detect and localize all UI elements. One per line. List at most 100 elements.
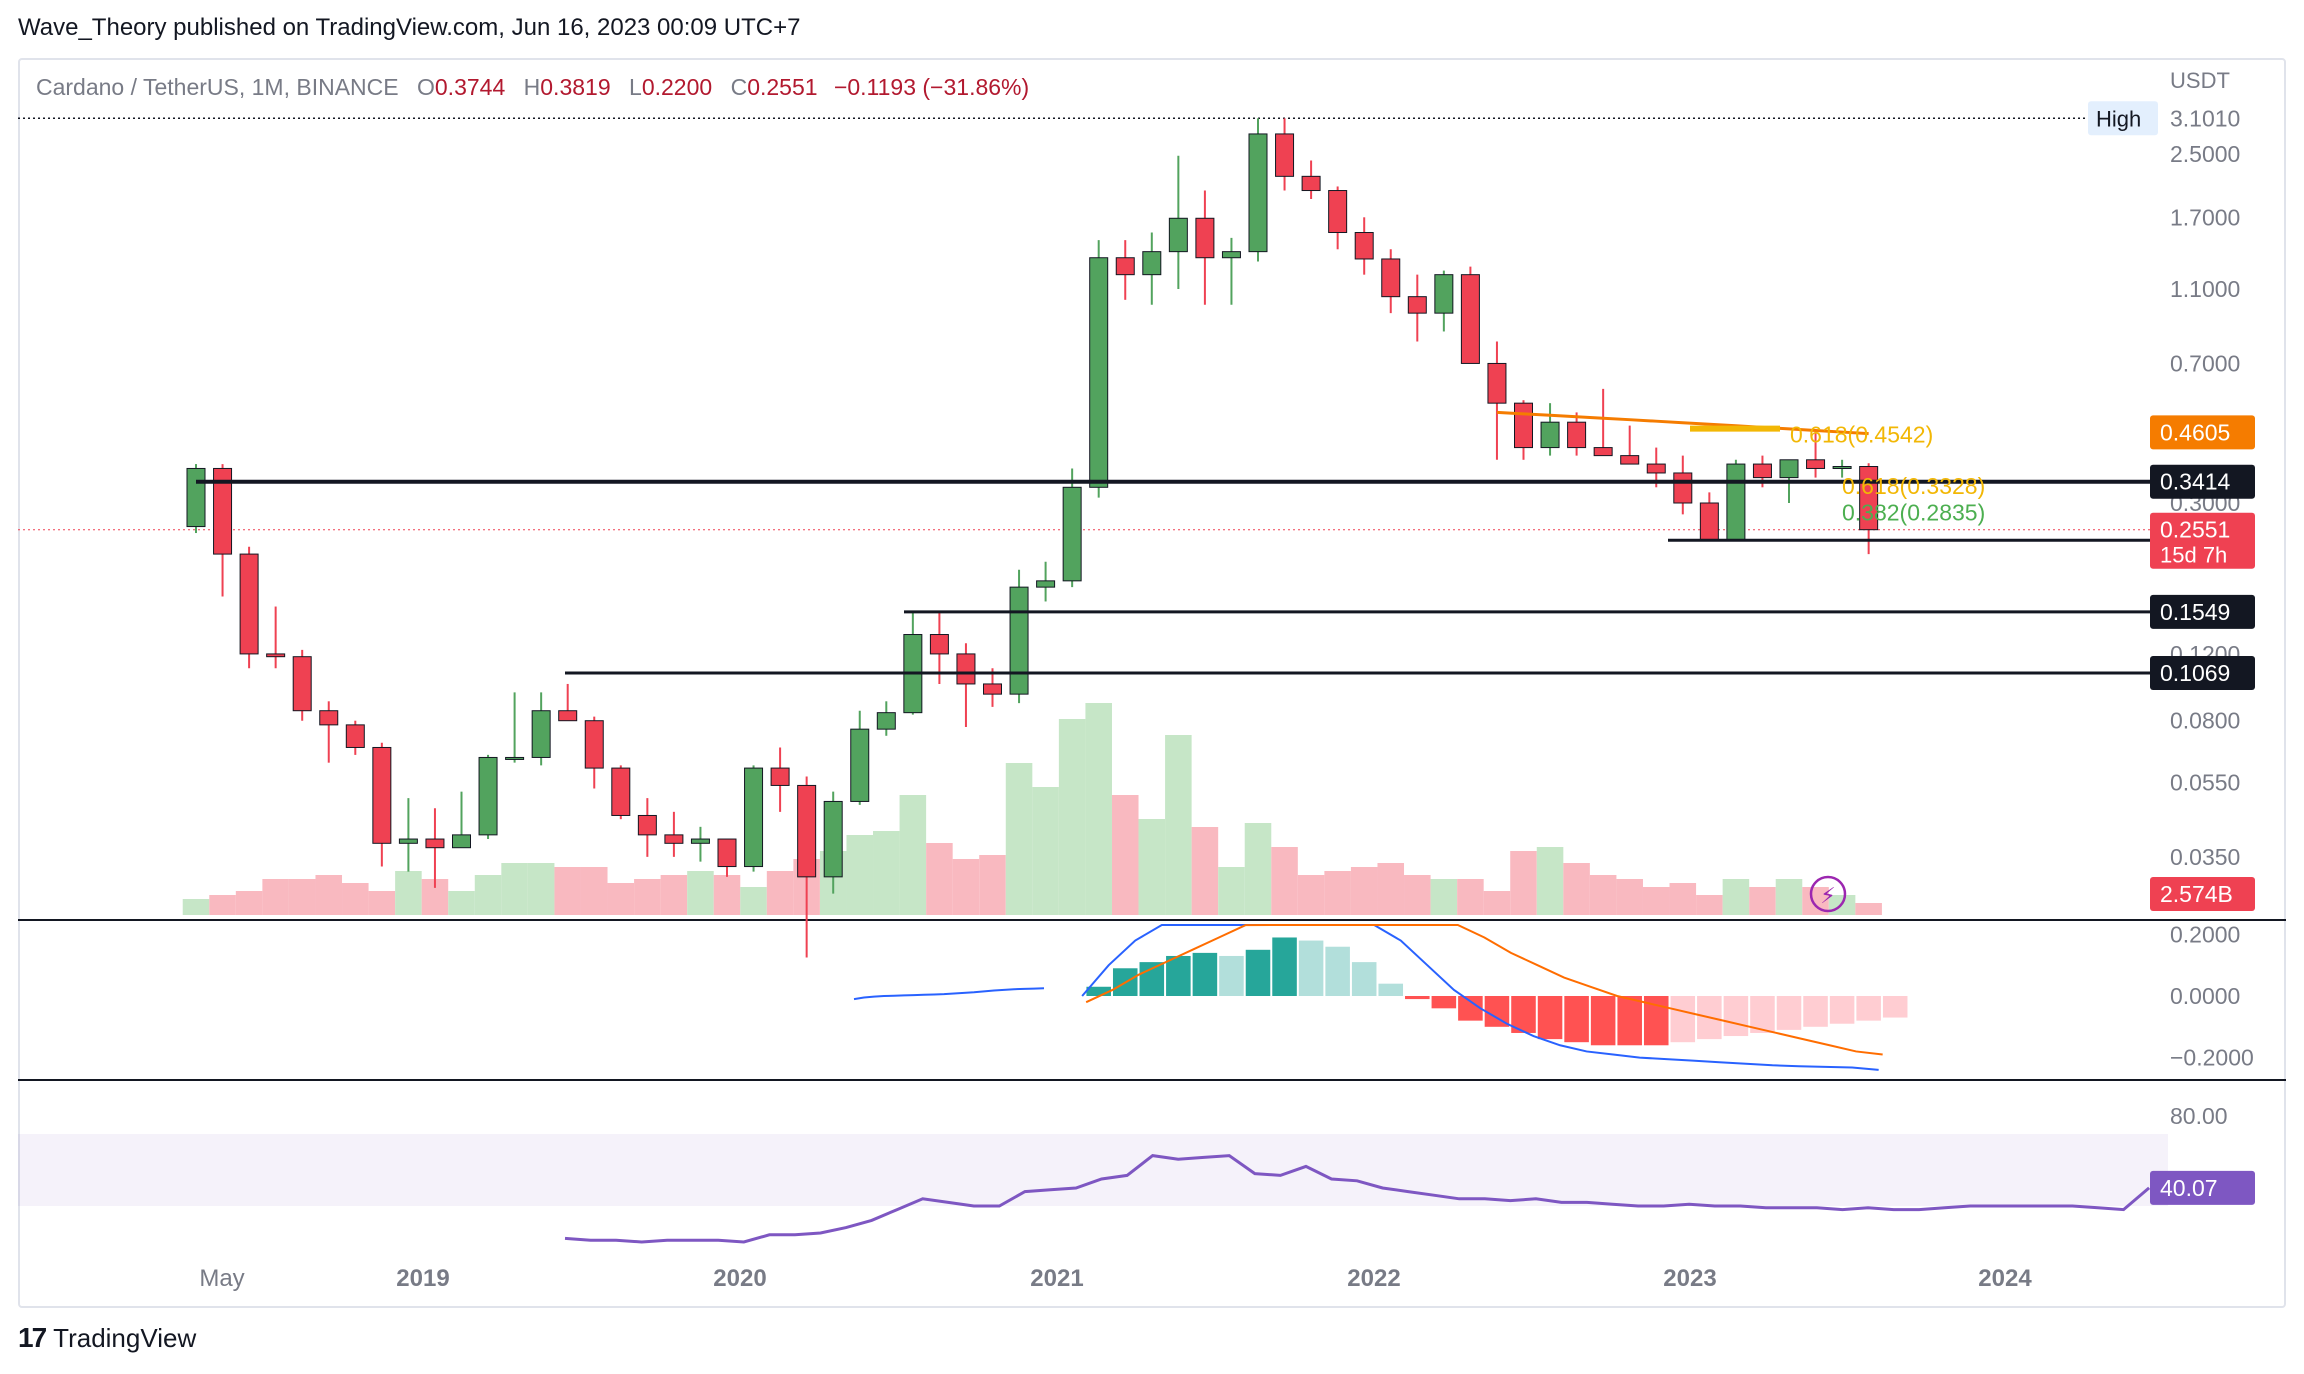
volume-bar [501, 863, 528, 915]
macd-line [1081, 924, 1879, 1071]
candle-body [239, 553, 259, 655]
volume-bar [634, 879, 661, 915]
candle-body [744, 767, 764, 868]
volume-bar [1510, 851, 1537, 915]
volume-bar [368, 891, 396, 915]
ema-price-label: 0.4605 [2160, 419, 2230, 445]
candle-body [664, 834, 684, 844]
footer-brand[interactable]: 17 TradingView [18, 1322, 196, 1354]
rsi-line [564, 1154, 2151, 1244]
volume-bar [1377, 863, 1405, 915]
volume-bar [1297, 875, 1325, 915]
macd-signal-line [1085, 924, 1883, 1056]
candle-body [1354, 232, 1374, 260]
symbol-pair[interactable]: Cardano / TetherUS, 1M, BINANCE [36, 74, 399, 100]
volume-bar [1085, 703, 1112, 915]
volume-bar [607, 883, 635, 915]
publisher-header: Wave_Theory published on TradingView.com… [18, 14, 801, 41]
volume-bar [288, 879, 316, 915]
candle-body [478, 756, 498, 836]
candle-body [1673, 472, 1693, 504]
volume-bar [687, 871, 714, 915]
macd-histogram-bar [1272, 937, 1297, 996]
fib-level-label: 0.618(0.3328) [1842, 473, 1985, 499]
candle-body [1328, 190, 1348, 234]
level-price-label: 0.3414 [2160, 469, 2231, 495]
high-label-box [2088, 101, 2158, 136]
close-key: C [730, 74, 748, 100]
x-tick-label: 2024 [1978, 1265, 2032, 1292]
chart-frame [18, 58, 2286, 1308]
candle-body [1275, 133, 1295, 177]
volume-bar [1855, 903, 1882, 915]
x-tick-label: 2022 [1347, 1265, 1400, 1292]
current-price-box [2150, 512, 2255, 569]
volume-bar [1722, 879, 1750, 915]
macd-histogram-bar [1590, 996, 1616, 1046]
volume-bar [448, 891, 475, 915]
candle-body [1381, 258, 1401, 298]
volume-bar [1536, 847, 1564, 915]
volume-bar [1111, 795, 1139, 915]
candle-body [1062, 486, 1082, 582]
candle-body [319, 710, 339, 726]
candle-body [770, 767, 790, 786]
candle-body [929, 634, 949, 655]
volume-value-label: 2.574B [2160, 881, 2233, 907]
rsi-band [18, 1134, 2168, 1206]
fib-level-label: 0.618(0.4542) [1790, 422, 1933, 448]
y-tick-label: 0.0350 [2170, 844, 2240, 870]
volume-bar [1058, 719, 1086, 915]
candle-body [1089, 257, 1109, 488]
volume-bar [1324, 871, 1351, 915]
rsi-value-box [2150, 1170, 2255, 1205]
candle-body [1248, 133, 1268, 253]
candle-body [1142, 251, 1162, 276]
candle-body [876, 712, 896, 730]
volume-bar [1218, 867, 1245, 915]
candle-body [1301, 175, 1321, 192]
macd-histogram-bar [1776, 996, 1802, 1030]
candle-body [505, 756, 525, 760]
candle-body [1115, 257, 1135, 276]
volume-bar [1696, 895, 1723, 915]
candle-body [1168, 217, 1188, 253]
volume-bar [527, 863, 555, 915]
y-tick-label: 1.7000 [2170, 204, 2240, 230]
volume-bar [1589, 875, 1617, 915]
candle-body [372, 746, 392, 844]
y-tick-label: 1.1000 [2170, 276, 2240, 302]
volume-bar [262, 879, 289, 915]
open-key: O [417, 74, 435, 100]
macd-histogram-bar [1298, 940, 1324, 996]
volume-bar [979, 855, 1006, 915]
volume-bar [554, 867, 581, 915]
candle-body [1009, 586, 1029, 695]
candle-body [1699, 502, 1719, 541]
volume-bar [740, 887, 767, 915]
volume-bar [873, 831, 900, 915]
candle-body [584, 720, 604, 769]
candle-body [1221, 251, 1241, 259]
change-value: −0.1193 (−31.86%) [833, 74, 1030, 100]
candle-body [956, 653, 976, 685]
macd-histogram-bar [1378, 983, 1404, 996]
ema-line [1496, 410, 1869, 436]
level-price-label: 0.1549 [2160, 599, 2230, 625]
candle-body [690, 838, 710, 844]
volume-bar [952, 859, 980, 915]
tradingview-logo-icon: 17 [18, 1322, 47, 1353]
macd-histogram-bar [1219, 955, 1244, 996]
candle-body [637, 814, 657, 836]
level-price-box [2150, 594, 2255, 629]
candle-body [823, 800, 843, 878]
candle-body [1036, 580, 1056, 588]
y-tick-label: 2.5000 [2170, 141, 2240, 167]
volume-bar [926, 843, 953, 915]
current-price-label: 0.2551 [2160, 517, 2230, 543]
candle-body [1434, 274, 1454, 314]
x-tick-label: 2023 [1663, 1265, 1716, 1292]
rsi-value-label: 40.07 [2160, 1175, 2218, 1201]
volume-bar [395, 871, 422, 915]
